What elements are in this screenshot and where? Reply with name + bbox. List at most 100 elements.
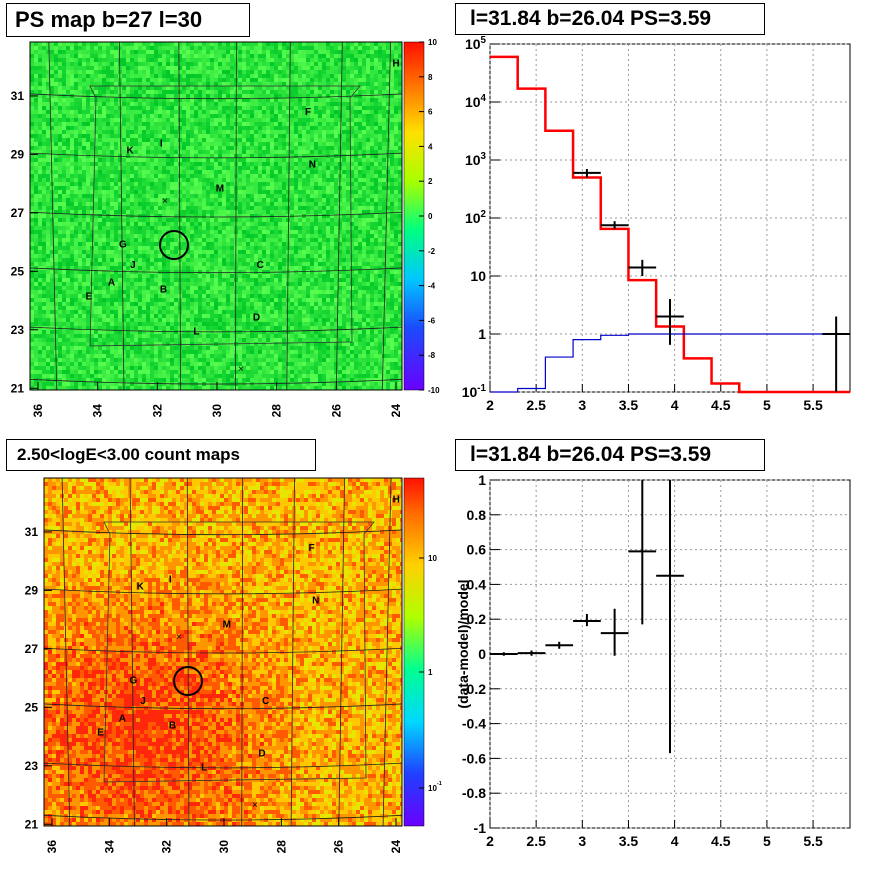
map-pixel — [322, 126, 326, 130]
map-pixel — [274, 78, 278, 82]
map-pixel — [138, 94, 142, 98]
map-pixel — [222, 158, 226, 162]
map-pixel — [186, 50, 190, 54]
map-pixel — [334, 238, 338, 242]
map-pixel — [206, 178, 210, 182]
map-pixel — [258, 186, 262, 190]
map-pixel — [378, 94, 382, 98]
map-pixel — [202, 106, 206, 110]
map-pixel — [222, 210, 226, 214]
map-pixel — [314, 186, 318, 190]
map-pixel — [62, 234, 66, 238]
map-pixel — [214, 218, 218, 222]
map-pixel — [198, 202, 202, 206]
map-pixel — [286, 70, 290, 74]
map-pixel — [270, 126, 274, 130]
map-pixel — [34, 138, 38, 142]
map-pixel — [366, 154, 370, 158]
map-pixel — [134, 206, 138, 210]
map-pixel — [318, 182, 322, 186]
map-pixel — [242, 226, 246, 230]
map-pixel — [358, 242, 362, 246]
map-pixel — [270, 138, 274, 142]
map-pixel — [242, 190, 246, 194]
map-pixel — [194, 70, 198, 74]
map-pixel — [350, 170, 354, 174]
map-pixel — [346, 158, 350, 162]
map-pixel — [162, 150, 166, 154]
map-pixel — [42, 78, 46, 82]
map-pixel — [114, 250, 118, 254]
map-pixel — [286, 126, 290, 130]
map-pixel — [346, 110, 350, 114]
map-pixel — [338, 246, 342, 250]
map-pixel — [366, 58, 370, 62]
map-pixel — [162, 166, 166, 170]
map-pixel — [46, 142, 50, 146]
map-pixel — [306, 86, 310, 90]
map-pixel — [198, 62, 202, 66]
map-pixel — [338, 50, 342, 54]
map-pixel — [90, 74, 94, 78]
map-pixel — [270, 94, 274, 98]
map-pixel — [134, 98, 138, 102]
map-pixel — [110, 170, 114, 174]
map-pixel — [250, 242, 254, 246]
map-pixel — [170, 242, 174, 246]
map-pixel — [358, 146, 362, 150]
map-pixel — [146, 82, 150, 86]
map-pixel — [114, 150, 118, 154]
map-pixel — [102, 170, 106, 174]
map-pixel — [58, 158, 62, 162]
map-pixel — [158, 142, 162, 146]
map-pixel — [166, 226, 170, 230]
map-pixel — [206, 94, 210, 98]
map-pixel — [186, 174, 190, 178]
map-pixel — [346, 174, 350, 178]
map-pixel — [46, 70, 50, 74]
map-pixel — [106, 106, 110, 110]
map-pixel — [202, 110, 206, 114]
map-pixel — [30, 154, 34, 158]
map-pixel — [218, 70, 222, 74]
map-pixel — [210, 50, 214, 54]
map-pixel — [82, 222, 86, 226]
map-pixel — [158, 114, 162, 118]
map-pixel — [386, 98, 390, 102]
map-pixel — [286, 138, 290, 142]
map-pixel — [166, 58, 170, 62]
map-pixel — [214, 50, 218, 54]
map-pixel — [190, 170, 194, 174]
map-pixel — [382, 134, 386, 138]
map-pixel — [266, 222, 270, 226]
map-pixel — [322, 226, 326, 230]
map-pixel — [138, 206, 142, 210]
map-pixel — [350, 118, 354, 122]
map-pixel — [374, 78, 378, 82]
map-pixel — [258, 82, 262, 86]
map-pixel — [270, 214, 274, 218]
map-pixel — [82, 130, 86, 134]
map-pixel — [78, 130, 82, 134]
map-pixel — [70, 194, 74, 198]
map-pixel — [78, 222, 82, 226]
map-pixel — [346, 62, 350, 66]
map-pixel — [38, 82, 42, 86]
map-pixel — [294, 82, 298, 86]
map-pixel — [66, 86, 70, 90]
map-pixel — [58, 202, 62, 206]
map-pixel — [158, 130, 162, 134]
map-pixel — [90, 126, 94, 130]
map-pixel — [170, 106, 174, 110]
map-pixel — [142, 234, 146, 238]
map-pixel — [318, 114, 322, 118]
map-pixel — [102, 42, 106, 46]
map-pixel — [302, 182, 306, 186]
map-pixel — [250, 254, 254, 258]
map-pixel — [322, 134, 326, 138]
map-pixel — [178, 142, 182, 146]
map-pixel — [310, 142, 314, 146]
map-pixel — [138, 218, 142, 222]
map-pixel — [362, 166, 366, 170]
map-pixel — [346, 242, 350, 246]
